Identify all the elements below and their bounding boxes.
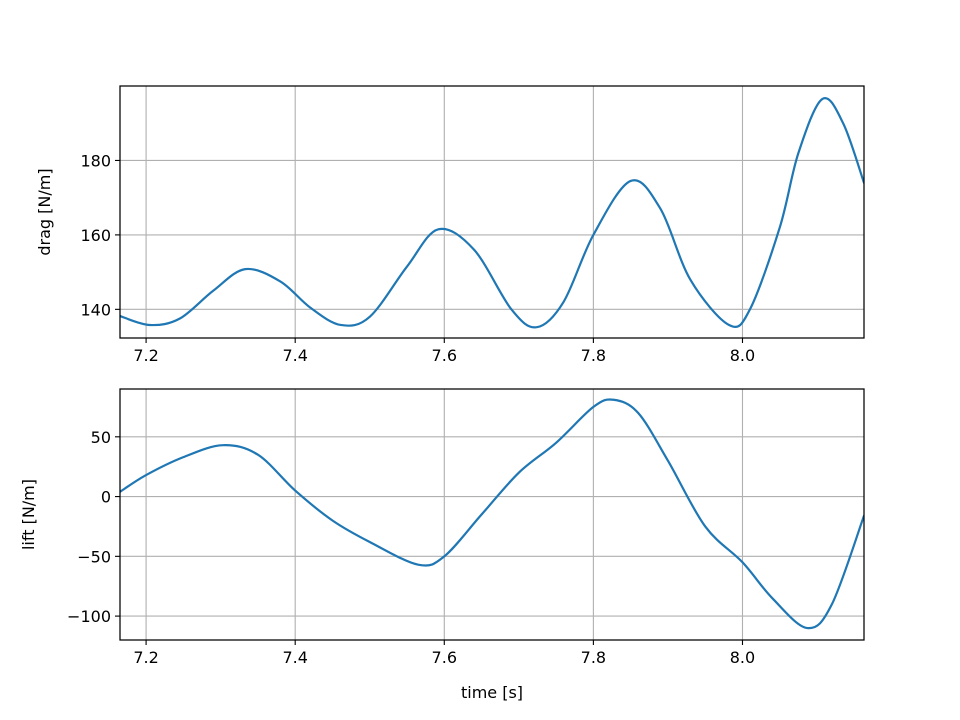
x-tick-label: 7.8 — [581, 648, 606, 667]
lift-plot: 7.2 7.4 7.6 7.8 8.0 −100 −50 0 50 lift [N/m] time … — [19, 388, 865, 702]
x-tick-label: 8.0 — [730, 648, 755, 667]
x-tick-label: 7.6 — [432, 648, 457, 667]
y-axis-label: drag [N/m] — [35, 168, 54, 255]
series-line — [120, 398, 864, 630]
y-tick-label: 180 — [80, 151, 111, 170]
y-tick-label: −100 — [67, 607, 111, 626]
y-tick-label: 160 — [80, 226, 111, 245]
y-axis-label: lift [N/m] — [19, 479, 38, 550]
x-tick-label: 7.6 — [432, 346, 457, 365]
y-tick-label: 0 — [101, 488, 111, 507]
x-tick-label: 7.4 — [282, 346, 307, 365]
x-axis-label: time [s] — [461, 683, 523, 702]
x-tick-label: 7.4 — [282, 648, 307, 667]
y-tick-label: 140 — [80, 300, 111, 319]
x-tick-label: 7.2 — [133, 648, 158, 667]
drag-plot: 7.2 7.4 7.6 7.8 8.0 140 160 180 drag [N/m] — [35, 85, 865, 365]
axes-frame — [119, 388, 865, 641]
x-tick-label: 8.0 — [730, 346, 755, 365]
x-tick-label: 7.8 — [581, 346, 606, 365]
x-tick-label: 7.2 — [133, 346, 158, 365]
series-line — [120, 97, 864, 329]
y-tick-label: −50 — [77, 547, 111, 566]
axes-frame — [119, 85, 865, 339]
y-tick-label: 50 — [91, 428, 111, 447]
